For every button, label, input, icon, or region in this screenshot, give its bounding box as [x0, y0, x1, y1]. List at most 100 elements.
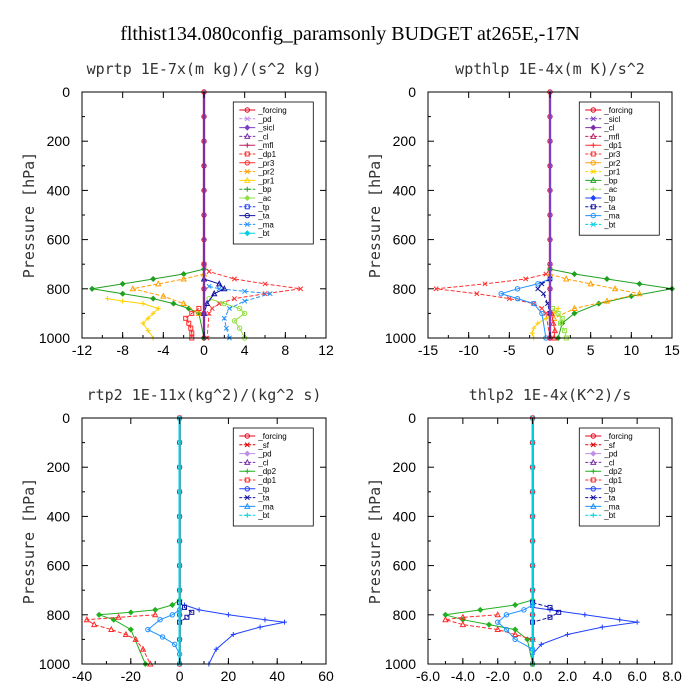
- series-line: [98, 599, 180, 665]
- data-point: [89, 285, 96, 292]
- data-point: [603, 275, 610, 282]
- x-tick-label: 10: [624, 342, 640, 358]
- data-point: [547, 286, 553, 292]
- data-point: [595, 300, 602, 307]
- x-tick-label: 5: [587, 342, 595, 358]
- legend-marker: [244, 512, 250, 518]
- legend-label: _mfl: [257, 141, 273, 150]
- y-axis-label: Pressure [hPa]: [366, 152, 384, 278]
- series-line: [499, 278, 551, 339]
- data-point: [172, 641, 178, 648]
- x-tick-label: 8.0: [662, 668, 682, 684]
- legend-label: _mfl: [603, 132, 619, 141]
- data-point: [558, 320, 564, 326]
- legend-label: _pr2: [603, 159, 621, 168]
- data-point: [140, 301, 146, 307]
- data-point: [83, 616, 91, 623]
- data-point: [120, 298, 126, 304]
- data-point: [571, 304, 578, 311]
- legend-label: _ma: [257, 220, 274, 229]
- legend-marker: [590, 132, 597, 139]
- data-point: [514, 295, 521, 302]
- data-point: [150, 310, 156, 316]
- data-point: [160, 292, 167, 299]
- x-tick-label: -4.0: [451, 668, 475, 684]
- data-point: [189, 330, 195, 336]
- legend-label: _cl: [257, 458, 268, 467]
- data-point: [145, 626, 151, 633]
- y-tick-label: 1000: [385, 330, 416, 346]
- data-point: [547, 237, 553, 243]
- legend-label: _sf: [603, 441, 615, 450]
- legend-label: _ma: [257, 502, 274, 511]
- data-point: [180, 299, 187, 307]
- series-line: [549, 268, 673, 339]
- data-point: [530, 440, 536, 446]
- legend-label: _ma: [603, 502, 620, 511]
- data-point: [267, 291, 273, 297]
- data-point: [282, 619, 288, 625]
- y-tick-label: 200: [47, 133, 71, 149]
- legend-marker: [590, 204, 596, 210]
- legend-label: _ta: [603, 203, 616, 212]
- data-point: [636, 290, 643, 297]
- legend-marker: [590, 116, 596, 122]
- legend-label: _dp1: [257, 150, 276, 159]
- data-point: [636, 280, 643, 287]
- data-point: [108, 625, 115, 633]
- data-point: [201, 237, 207, 243]
- legend-label: _cl: [603, 124, 614, 133]
- data-point: [127, 609, 134, 616]
- series-line: [203, 263, 301, 339]
- data-point: [225, 612, 231, 618]
- data-point: [210, 290, 218, 297]
- data-point: [514, 286, 521, 292]
- legend-label: _ta: [257, 212, 270, 221]
- legend-marker: [590, 176, 597, 183]
- data-point: [512, 601, 519, 608]
- x-tick-label: 0: [200, 342, 208, 358]
- data-point: [540, 291, 547, 297]
- data-point: [433, 286, 439, 292]
- legend-label: _forcing: [257, 432, 286, 441]
- data-point: [539, 310, 545, 317]
- chart-panel-4: thlp2 1E-4x(K^2)/s Pressure [hPa] -6.0 -4.0…: [366, 386, 682, 684]
- legend-marker: [590, 212, 596, 219]
- data-point: [177, 464, 183, 470]
- legend-marker: [244, 151, 250, 157]
- legend-marker: [244, 194, 251, 202]
- data-point: [206, 283, 212, 289]
- data-point: [530, 538, 536, 544]
- data-point: [177, 587, 183, 593]
- x-tick-label: -10: [459, 342, 479, 358]
- data-point: [298, 286, 304, 292]
- data-point: [530, 464, 536, 470]
- series-line: [107, 298, 160, 339]
- data-point: [104, 296, 110, 302]
- data-point: [115, 613, 122, 620]
- legend-label: _pr2: [257, 168, 275, 177]
- data-point: [177, 538, 183, 544]
- data-point: [547, 163, 553, 169]
- series-line: [549, 273, 640, 319]
- data-point: [535, 281, 541, 287]
- legend-label: _pr1: [257, 176, 275, 185]
- data-point: [201, 310, 207, 316]
- data-point: [209, 305, 215, 312]
- data-point: [511, 630, 519, 637]
- legend-marker: [590, 160, 596, 166]
- data-point: [530, 513, 536, 519]
- data-point: [587, 280, 594, 287]
- series-line: [92, 268, 205, 339]
- legend-marker: [244, 116, 250, 122]
- data-point: [236, 325, 243, 331]
- data-point: [230, 631, 236, 637]
- data-point: [547, 114, 553, 120]
- x-tick-label: 40: [269, 668, 285, 684]
- legend-marker: [244, 212, 250, 219]
- legend-label: _tp: [257, 485, 270, 494]
- data-point: [459, 620, 467, 628]
- data-point: [203, 299, 211, 307]
- x-tick-label: -8: [116, 342, 129, 358]
- legend-marker: [590, 194, 597, 202]
